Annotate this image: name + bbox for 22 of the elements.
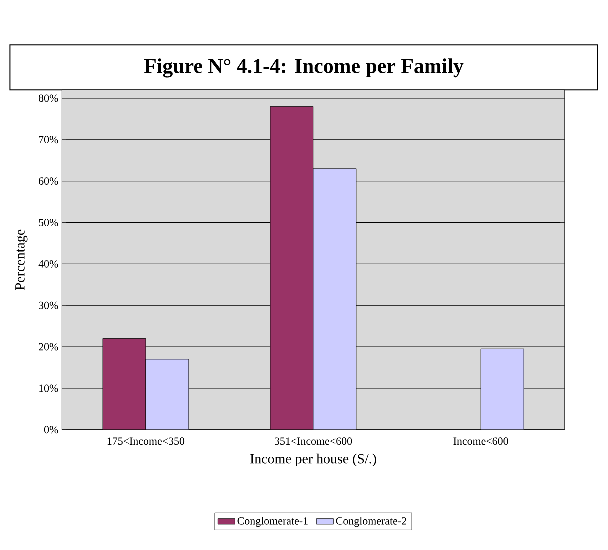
- bar: [270, 106, 314, 430]
- y-axis-title: Percentage: [16, 230, 28, 290]
- y-tick-label: 10%: [40, 384, 58, 392]
- legend-label: Conglomerate-1: [238, 517, 308, 528]
- y-tick-label: 70%: [39, 136, 58, 144]
- bar: [480, 348, 524, 430]
- bar: [313, 168, 357, 430]
- bar: [102, 338, 146, 430]
- y-tick-label: 0%: [44, 426, 58, 434]
- legend-label: Conglomerate-2: [336, 517, 406, 528]
- x-axis-title: Income per house (S/.): [250, 454, 376, 467]
- bar: [146, 359, 190, 430]
- y-tick-label: 40%: [38, 260, 58, 268]
- x-tick-label: 175<Income<350: [108, 438, 185, 446]
- x-tick-label: 351<Income<600: [275, 438, 352, 446]
- x-tick-label: Income<600: [454, 438, 508, 446]
- y-tick-label: 80%: [38, 94, 58, 102]
- y-tick-label: 20%: [39, 343, 58, 351]
- y-tick-label: 60%: [39, 178, 58, 185]
- y-tick-label: 30%: [39, 302, 58, 310]
- chart-title: Figure N° 4.1-4: Income per Family: [144, 58, 464, 78]
- y-tick-label: 50%: [39, 219, 58, 226]
